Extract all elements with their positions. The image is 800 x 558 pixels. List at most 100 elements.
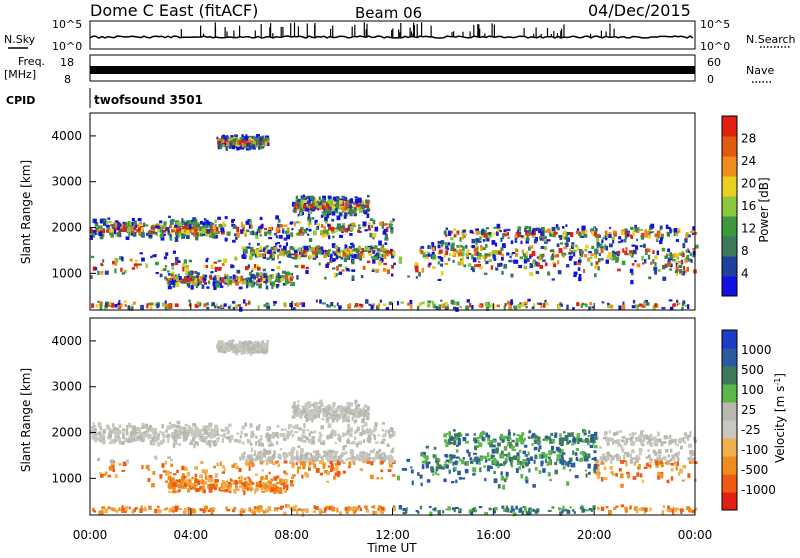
data-cell — [465, 433, 469, 436]
freq-unit-label: [MHz] — [4, 68, 36, 81]
cpid-label: CPID — [6, 94, 35, 107]
data-cell — [205, 506, 208, 510]
data-cell — [295, 431, 299, 433]
data-cell — [604, 466, 607, 470]
nsky-label: N.Sky — [4, 33, 36, 46]
colorbar-swatch — [722, 136, 737, 157]
data-cell — [390, 224, 393, 227]
data-cell — [552, 506, 555, 508]
data-cell — [271, 285, 273, 290]
data-cell — [607, 255, 610, 258]
data-cell — [354, 254, 357, 259]
data-cell — [671, 455, 674, 458]
data-cell — [352, 260, 355, 265]
data-cell — [275, 279, 278, 282]
data-cell — [208, 425, 212, 428]
data-cell — [381, 461, 384, 464]
data-cell — [266, 138, 269, 141]
data-cell — [675, 271, 678, 274]
data-cell — [428, 254, 431, 257]
data-cell — [641, 235, 644, 239]
data-cell — [181, 230, 185, 233]
data-cell — [224, 483, 227, 487]
data-cell — [260, 246, 262, 251]
data-cell — [538, 449, 540, 452]
data-cell — [631, 273, 634, 276]
data-cell — [305, 508, 309, 513]
data-cell — [643, 512, 646, 514]
data-cell — [332, 418, 335, 422]
data-cell — [213, 281, 216, 285]
data-cell — [427, 304, 431, 308]
data-cell — [583, 303, 587, 305]
data-cell — [110, 234, 114, 238]
data-cell — [316, 205, 319, 207]
data-cell — [320, 230, 323, 233]
data-cell — [630, 505, 632, 509]
data-cell — [646, 456, 648, 458]
data-cell — [525, 454, 528, 457]
data-cell — [261, 487, 264, 490]
data-cell — [470, 230, 473, 233]
data-cell — [609, 257, 613, 259]
data-cell — [212, 234, 214, 239]
data-cell — [137, 427, 140, 431]
data-cell — [306, 228, 308, 230]
data-cell — [245, 266, 249, 270]
data-cell — [292, 426, 295, 430]
data-cell — [566, 305, 568, 310]
data-cell — [528, 468, 530, 472]
data-cell — [657, 472, 660, 476]
data-cell — [657, 237, 659, 241]
data-cell — [515, 248, 518, 251]
data-cell — [109, 442, 112, 445]
data-cell — [436, 473, 439, 475]
data-cell — [654, 304, 657, 308]
data-cell — [115, 474, 118, 478]
data-cell — [265, 273, 267, 276]
data-cell — [382, 429, 385, 432]
data-cell — [259, 145, 262, 147]
data-cell — [331, 450, 334, 453]
data-cell — [465, 245, 467, 249]
data-cell — [584, 457, 587, 459]
data-cell — [630, 227, 634, 230]
data-cell — [527, 258, 530, 262]
data-cell — [91, 303, 94, 308]
data-cell — [214, 226, 216, 228]
data-cell — [688, 434, 692, 437]
data-cell — [422, 268, 424, 273]
data-cell — [422, 461, 426, 464]
data-cell — [257, 243, 260, 246]
data-cell — [90, 235, 93, 240]
data-cell — [225, 238, 228, 242]
data-cell — [379, 254, 382, 257]
data-cell — [633, 476, 637, 480]
data-cell — [260, 276, 263, 281]
data-cell — [287, 251, 290, 254]
data-cell — [547, 271, 550, 275]
data-cell — [506, 252, 509, 255]
data-cell — [445, 263, 449, 265]
data-cell — [301, 475, 303, 479]
data-cell — [130, 431, 133, 436]
data-cell — [328, 196, 332, 199]
data-cell — [361, 304, 364, 308]
data-cell — [584, 433, 587, 435]
data-cell — [349, 233, 352, 236]
data-cell — [489, 259, 493, 262]
data-cell — [388, 469, 392, 472]
data-cell — [531, 435, 533, 439]
data-cell — [617, 443, 620, 446]
data-cell — [516, 438, 519, 442]
data-cell — [284, 428, 286, 430]
data-cell — [278, 273, 280, 277]
data-cell — [103, 228, 105, 233]
data-cell — [642, 263, 644, 265]
data-cell — [575, 475, 579, 478]
data-cell — [584, 249, 587, 252]
data-cell — [247, 439, 251, 443]
data-cell — [241, 134, 243, 137]
data-cell — [185, 226, 189, 228]
data-cell — [205, 476, 207, 481]
